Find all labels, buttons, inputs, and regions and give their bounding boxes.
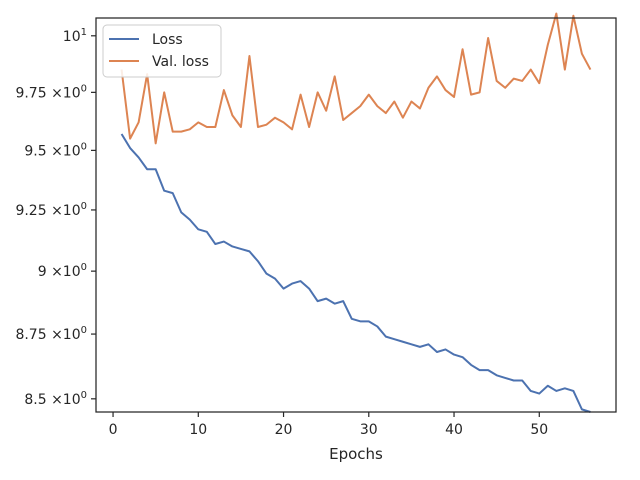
y-tick-label: 9 ×100 [38, 262, 87, 280]
y-tick-label: 9.5 ×100 [24, 141, 87, 159]
legend-label-loss: Loss [152, 32, 183, 48]
legend: Loss Val. loss [102, 24, 222, 78]
x-tick-label: 40 [445, 422, 463, 438]
series-line-val-loss [120, 12, 592, 145]
x-tick-label: 50 [530, 422, 548, 438]
y-tick-label: 101 [63, 27, 87, 45]
x-tick-label: 20 [275, 422, 293, 438]
y-tick-label: 9.75 ×100 [15, 83, 87, 101]
plot-frame [95, 17, 617, 413]
x-axis-label: Epochs [329, 445, 383, 463]
legend-label-val-loss: Val. loss [152, 54, 209, 70]
series-layer [120, 12, 592, 413]
x-tick-label: 10 [189, 422, 207, 438]
ticks-layer: 0 10 20 30 40 50 8.5 ×100 8.75 ×100 9 ×100 9.25 ×… [15, 27, 548, 438]
series-line-loss [120, 133, 591, 413]
x-tick-label: 0 [109, 422, 118, 438]
x-tick-label: 30 [360, 422, 378, 438]
y-tick-label: 8.5 ×100 [24, 390, 87, 408]
y-tick-label: 8.75 ×100 [15, 325, 87, 343]
y-tick-label: 9.25 ×100 [15, 201, 87, 219]
